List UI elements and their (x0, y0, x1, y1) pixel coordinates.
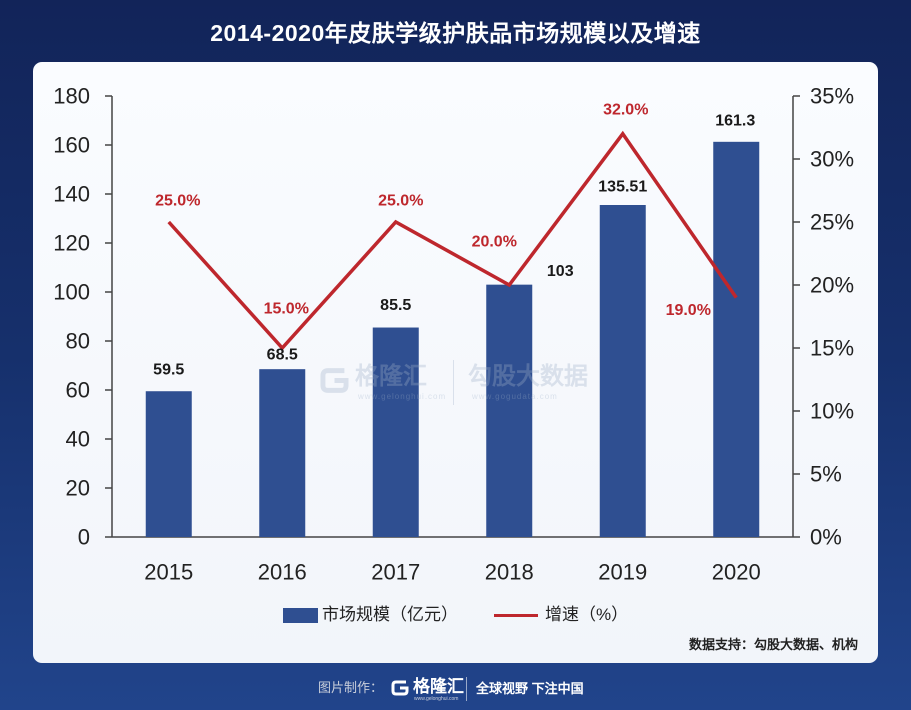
footer-divider (466, 677, 467, 701)
legend-label-growth: 增速（%） (545, 605, 629, 624)
right-y-tick-label: 5% (810, 462, 842, 487)
bar-data-label: 135.51 (598, 179, 647, 196)
bar-market-size (713, 141, 760, 537)
x-category-label: 2016 (258, 560, 307, 585)
legend-line-swatch (494, 614, 538, 617)
right-y-tick-label: 30% (810, 147, 854, 172)
left-y-tick-label: 60 (66, 378, 90, 403)
bar-market-size (259, 369, 306, 537)
x-category-label: 2017 (371, 560, 420, 585)
right-y-tick-label: 25% (810, 210, 854, 235)
left-y-tick-label: 20 (66, 476, 90, 501)
bar-market-size (599, 205, 646, 538)
legend-bar-swatch (283, 608, 318, 623)
left-y-tick-label: 0 (78, 525, 90, 550)
bar-market-size (372, 327, 419, 537)
legend-label-market-size: 市场规模（亿元） (322, 605, 458, 624)
right-y-tick-label: 10% (810, 399, 854, 424)
right-y-tick-label: 20% (810, 273, 854, 298)
line-data-label: 20.0% (472, 234, 517, 251)
line-data-label: 25.0% (155, 193, 200, 210)
left-y-tick-label: 40 (66, 427, 90, 452)
line-data-label: 32.0% (603, 101, 648, 118)
left-y-tick-label: 100 (53, 280, 90, 305)
x-category-label: 2018 (485, 560, 534, 585)
footer-logo-text: 格隆汇 (413, 677, 464, 696)
bar-data-label: 68.5 (267, 347, 298, 364)
left-y-tick-label: 120 (53, 231, 90, 256)
bar-data-label: 59.5 (153, 362, 184, 379)
footer-made-by: 图片制作： (318, 680, 384, 695)
bar-data-label: 103 (547, 263, 574, 280)
chart-title: 2014-2020年皮肤学级护肤品市场规模以及增速 (210, 20, 701, 46)
line-growth-rate (167, 130, 738, 351)
x-category-label: 2019 (598, 560, 647, 585)
x-category-label: 2020 (712, 560, 761, 585)
footer-logo-icon (391, 680, 409, 696)
line-data-label: 19.0% (666, 302, 711, 319)
left-y-tick-label: 80 (66, 329, 90, 354)
left-y-tick-label: 140 (53, 182, 90, 207)
footer-slogan: 全球视野 下注中国 (476, 681, 584, 696)
bar-data-label: 85.5 (380, 297, 411, 314)
bar-market-size (486, 284, 533, 537)
line-data-label: 25.0% (378, 193, 423, 210)
right-y-tick-label: 0% (810, 525, 842, 550)
bar-data-label: 161.3 (715, 112, 755, 129)
footer-logo-url: www.gelonghui.com (414, 696, 459, 702)
right-y-tick-label: 35% (810, 84, 854, 109)
x-category-label: 2015 (144, 560, 193, 585)
line-data-label: 15.0% (264, 301, 309, 318)
left-y-tick-label: 180 (53, 84, 90, 109)
right-y-tick-label: 15% (810, 336, 854, 361)
left-y-tick-label: 160 (53, 133, 90, 158)
data-source-note: 数据支持：勾股大数据、机构 (688, 637, 858, 652)
bar-market-size (145, 391, 192, 537)
